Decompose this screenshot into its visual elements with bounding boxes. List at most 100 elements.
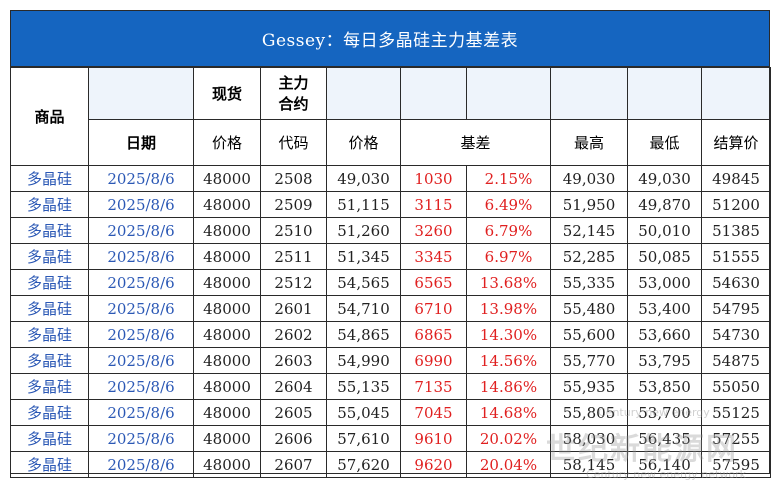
- col-header-product: 商品: [10, 67, 89, 166]
- cell-price: 54,865: [326, 321, 401, 348]
- cell-date: 2025/8/6: [88, 399, 194, 426]
- cell-spot-price: 48000: [193, 243, 261, 270]
- cell-price: 51,345: [326, 243, 401, 270]
- col-header-date: 日期: [88, 119, 194, 166]
- cell-contract-code: 2510: [260, 217, 327, 244]
- cell-high: 49,030: [550, 165, 628, 192]
- cell-contract-code: 2508: [260, 165, 327, 192]
- cell-spot-price: 48000: [193, 321, 261, 348]
- cell-spot-price: 48000: [193, 347, 261, 374]
- cell-spot-price: 48000: [193, 295, 261, 322]
- cell-high: 55,935: [550, 373, 628, 400]
- cell-price: 57,610: [326, 425, 401, 452]
- cell-low: 53,850: [627, 373, 702, 400]
- cell-product: 多晶硅: [10, 217, 89, 244]
- cell-contract-code: 2509: [260, 191, 327, 218]
- cell-high: 52,145: [550, 217, 628, 244]
- header-blank: [400, 67, 467, 120]
- table-row: 多晶硅 2025/8/6 48000 2511 51,345 3345 6.97% 52,28…: [10, 243, 771, 270]
- cell-high: 55,600: [550, 321, 628, 348]
- header-blank: [88, 67, 194, 120]
- header-blank: [326, 67, 401, 120]
- cell-high: 55,335: [550, 269, 628, 296]
- cell-settle: 55125: [701, 399, 771, 426]
- cell-basis: 3260: [400, 217, 467, 244]
- cell-settle: 54795: [701, 295, 771, 322]
- cell-product: 多晶硅: [10, 347, 89, 374]
- cell-basis: 9610: [400, 425, 467, 452]
- cell-product: 多晶硅: [10, 425, 89, 452]
- cell-low: 53,660: [627, 321, 702, 348]
- cell-product: 多晶硅: [10, 191, 89, 218]
- cell-basis-pct: 2.15%: [466, 165, 551, 192]
- cell-spot-price: 48000: [193, 373, 261, 400]
- cell-date: 2025/8/6: [88, 347, 194, 374]
- header-blank: [701, 67, 771, 120]
- cell-date: 2025/8/6: [88, 373, 194, 400]
- table-frame: [10, 10, 770, 474]
- col-header-code: 代码: [260, 119, 327, 166]
- cell-contract-code: 2601: [260, 295, 327, 322]
- cell-spot-price: 48000: [193, 451, 261, 478]
- cell-contract-code: 2606: [260, 425, 327, 452]
- cell-basis-pct: 6.97%: [466, 243, 551, 270]
- cell-basis-pct: 13.68%: [466, 269, 551, 296]
- col-header-high: 最高: [550, 119, 628, 166]
- cell-contract-code: 2602: [260, 321, 327, 348]
- col-header-basis: 基差: [400, 119, 551, 166]
- cell-price: 55,045: [326, 399, 401, 426]
- cell-product: 多晶硅: [10, 165, 89, 192]
- cell-spot-price: 48000: [193, 191, 261, 218]
- cell-settle: 51385: [701, 217, 771, 244]
- col-header-settle: 结算价: [701, 119, 771, 166]
- cell-basis-pct: 20.02%: [466, 425, 551, 452]
- cell-basis: 3115: [400, 191, 467, 218]
- cell-product: 多晶硅: [10, 373, 89, 400]
- table-title: Gessey：每日多晶硅主力基差表: [10, 10, 770, 67]
- table-row: 多晶硅 2025/8/6 48000 2510 51,260 3260 6.79% 52,14…: [10, 217, 771, 244]
- cell-basis: 7135: [400, 373, 467, 400]
- cell-basis-pct: 6.79%: [466, 217, 551, 244]
- cell-basis-pct: 14.56%: [466, 347, 551, 374]
- cell-spot-price: 48000: [193, 425, 261, 452]
- cell-product: 多晶硅: [10, 321, 89, 348]
- cell-product: 多晶硅: [10, 295, 89, 322]
- cell-basis-pct: 14.30%: [466, 321, 551, 348]
- col-header-price: 价格: [326, 119, 401, 166]
- cell-high: 55,770: [550, 347, 628, 374]
- cell-basis: 6565: [400, 269, 467, 296]
- cell-spot-price: 48000: [193, 217, 261, 244]
- cell-basis-pct: 14.86%: [466, 373, 551, 400]
- cell-basis: 1030: [400, 165, 467, 192]
- cell-low: 53,700: [627, 399, 702, 426]
- cell-price: 49,030: [326, 165, 401, 192]
- cell-price: 51,115: [326, 191, 401, 218]
- cell-high: 55,805: [550, 399, 628, 426]
- header-blank: [627, 67, 702, 120]
- col-header-main-contract: 主力 合约: [260, 67, 327, 120]
- table-row: 多晶硅 2025/8/6 48000 2606 57,610 9610 20.02% 58,0…: [10, 425, 771, 452]
- table-row: 多晶硅 2025/8/6 48000 2508 49,030 1030 2.15% 49,03…: [10, 165, 771, 192]
- cell-price: 51,260: [326, 217, 401, 244]
- cell-basis: 7045: [400, 399, 467, 426]
- cell-contract-code: 2604: [260, 373, 327, 400]
- cell-settle: 49845: [701, 165, 771, 192]
- header-blank: [550, 67, 628, 120]
- table-row: 多晶硅 2025/8/6 48000 2602 54,865 6865 14.30% 55,6…: [10, 321, 771, 348]
- cell-spot-price: 48000: [193, 399, 261, 426]
- cell-low: 50,010: [627, 217, 702, 244]
- cell-basis: 6990: [400, 347, 467, 374]
- cell-low: 49,870: [627, 191, 702, 218]
- cell-contract-code: 2605: [260, 399, 327, 426]
- col-header-spot-price: 价格: [193, 119, 261, 166]
- cell-contract-code: 2511: [260, 243, 327, 270]
- cell-date: 2025/8/6: [88, 217, 194, 244]
- cell-settle: 57255: [701, 425, 771, 452]
- cell-low: 49,030: [627, 165, 702, 192]
- table-row: 多晶硅 2025/8/6 48000 2603 54,990 6990 14.56% 55,7…: [10, 347, 771, 374]
- cell-date: 2025/8/6: [88, 165, 194, 192]
- cell-high: 55,480: [550, 295, 628, 322]
- cell-basis: 3345: [400, 243, 467, 270]
- table-row: 多晶硅 2025/8/6 48000 2605 55,045 7045 14.68% 55,8…: [10, 399, 771, 426]
- cell-settle: 54730: [701, 321, 771, 348]
